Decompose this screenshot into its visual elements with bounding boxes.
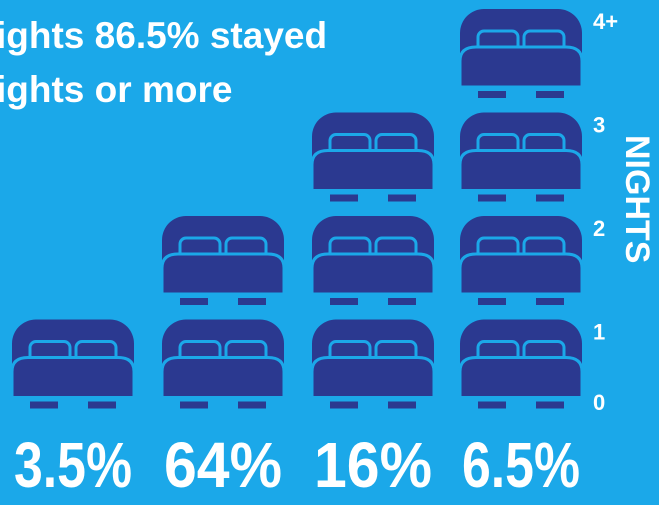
bed-icon <box>460 9 582 98</box>
share-label: 6.5% <box>462 429 580 501</box>
share-label: 3.5% <box>14 429 132 501</box>
share-label: 16% <box>314 429 432 501</box>
leg <box>388 298 416 305</box>
leg <box>180 298 208 305</box>
y-tick-label: 3 <box>593 113 605 138</box>
leg <box>30 402 58 409</box>
mattress <box>12 358 134 398</box>
leg <box>478 402 506 409</box>
leg <box>536 91 564 98</box>
bed-icon <box>460 320 582 409</box>
infographic: ights 86.5% stayed ights or more NIGHTS … <box>0 0 659 505</box>
mattress <box>460 358 582 398</box>
mattress <box>312 358 434 398</box>
mattress <box>162 254 284 294</box>
mattress <box>312 254 434 294</box>
bed-icon <box>312 216 434 305</box>
mattress <box>460 151 582 191</box>
leg <box>478 91 506 98</box>
bed-icon <box>162 320 284 409</box>
title-line: ights or more <box>0 69 232 110</box>
mattress <box>162 358 284 398</box>
bed-icon <box>162 216 284 305</box>
leg <box>238 298 266 305</box>
leg <box>180 402 208 409</box>
title-line: ights 86.5% stayed <box>0 15 327 56</box>
leg <box>536 402 564 409</box>
leg <box>238 402 266 409</box>
y-axis-label: NIGHTS <box>618 135 656 263</box>
leg <box>388 195 416 202</box>
leg <box>330 298 358 305</box>
bed-icon <box>312 113 434 202</box>
leg <box>536 195 564 202</box>
leg <box>330 195 358 202</box>
leg <box>536 298 564 305</box>
y-tick-label: 4+ <box>593 9 618 34</box>
leg <box>88 402 116 409</box>
y-tick-label: 1 <box>593 320 605 345</box>
bed-icon <box>460 113 582 202</box>
share-label: 64% <box>164 429 282 501</box>
leg <box>478 195 506 202</box>
bed-icon <box>312 320 434 409</box>
bed-icon <box>460 216 582 305</box>
mattress <box>460 254 582 294</box>
mattress <box>312 151 434 191</box>
y-tick-label: 0 <box>593 390 605 415</box>
y-tick-label: 2 <box>593 216 605 241</box>
mattress <box>460 47 582 87</box>
leg <box>330 402 358 409</box>
leg <box>388 402 416 409</box>
leg <box>478 298 506 305</box>
bed-icon <box>12 320 134 409</box>
